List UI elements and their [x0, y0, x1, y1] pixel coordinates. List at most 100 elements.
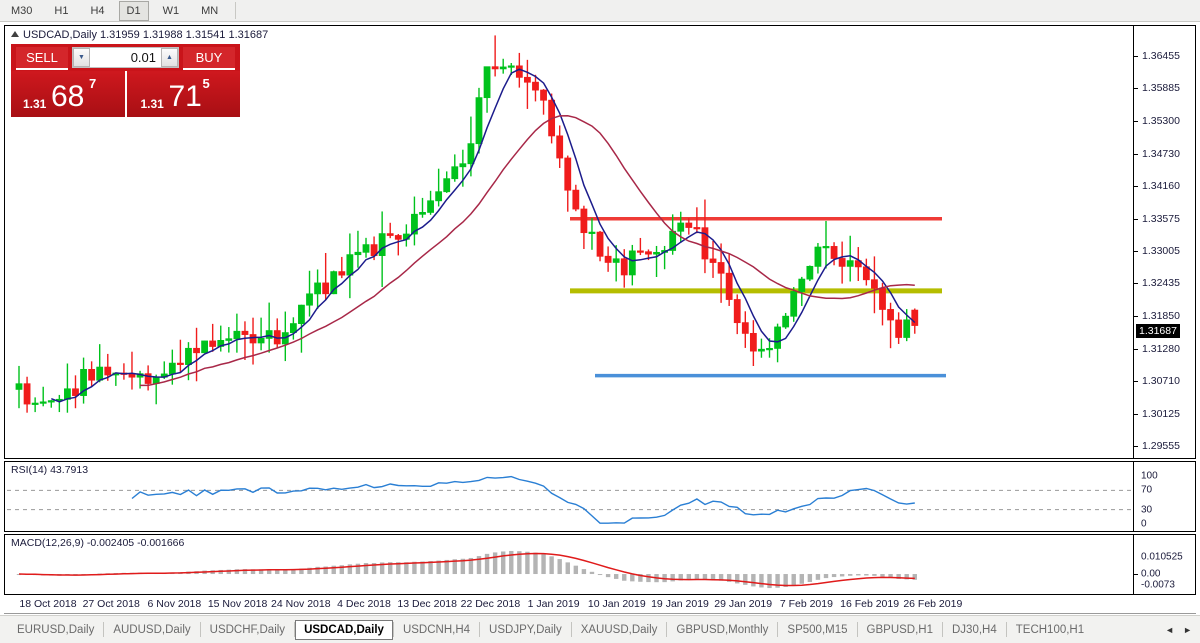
price-tick-label: 1.34160: [1142, 179, 1180, 192]
price-tick-label: 1.35885: [1142, 82, 1180, 95]
price-tick: [1134, 218, 1138, 220]
price-tick-label: 1.29555: [1142, 440, 1180, 452]
symbol-tab-usdcad-daily[interactable]: USDCAD,Daily: [295, 619, 393, 640]
price-tick: [1134, 153, 1138, 155]
volume-decrease-icon[interactable]: ▼: [73, 48, 90, 67]
price-axis[interactable]: 1.36455 1.35885 1.35300 1.34730 1.34160 1.335…: [1133, 26, 1195, 458]
price-tick: [1134, 446, 1138, 447]
sell-price-prefix: 1.31: [23, 97, 47, 111]
tab-divider: [294, 622, 296, 637]
volume-increase-icon[interactable]: ▲: [161, 48, 178, 67]
one-click-trading-panel[interactable]: SELL ▼ 0.01 ▲ BUY 1.31 68 7 1.31 71 5: [11, 44, 240, 117]
price-tick-label: 1.32435: [1142, 277, 1180, 290]
volume-input[interactable]: 0.01: [130, 50, 156, 65]
octp-header: SELL ▼ 0.01 ▲ BUY: [11, 44, 240, 71]
price-tick-label: 1.30125: [1142, 407, 1180, 420]
candlestick-plot[interactable]: [5, 26, 1133, 458]
date-tick-label: 19 Jan 2019: [651, 598, 709, 610]
timeframe-button-d1[interactable]: D1: [118, 0, 149, 21]
date-tick-label: 29 Jan 2019: [714, 598, 773, 610]
symbol-tab-sp500-m15[interactable]: SP500,M15: [787, 623, 848, 636]
rsi-title: RSI(14) 43.7913: [11, 464, 89, 476]
symbol-tab-usdcnh-h4[interactable]: USDCNH,H4: [402, 623, 471, 636]
symbol-tab-dj30-h4[interactable]: DJ30,H4: [952, 623, 997, 636]
sell-price-box[interactable]: 1.31 68 7: [11, 71, 125, 117]
tab-divider: [1005, 622, 1007, 637]
price-tick-label: 1.30710: [1142, 374, 1180, 387]
rsi-tick-label: 70: [1141, 484, 1153, 496]
price-chart-panel[interactable]: USDCAD,Daily 1.31959 1.31988 1.31541 1.3…: [4, 25, 1196, 459]
rsi-tick-label: 30: [1141, 504, 1153, 516]
date-tick-label: 1 Jan 2019: [527, 598, 580, 610]
current-price-tag: 1.31687: [1136, 324, 1180, 339]
sell-button[interactable]: SELL: [16, 47, 68, 70]
symbol-tab-usdchf-daily[interactable]: USDCHF,Daily: [209, 623, 286, 636]
timeframe-toolbar: M30 H1 H4 D1 W1 MN: [0, 0, 1200, 22]
timeframe-button-mn[interactable]: MN: [201, 4, 219, 17]
tab-scroll-controls[interactable]: ◄ ►: [1165, 625, 1200, 635]
price-tick: [1134, 348, 1138, 350]
date-tick-label: 6 Nov 2018: [147, 598, 202, 610]
buy-price-main: 71: [168, 80, 202, 113]
price-tick: [1134, 56, 1138, 57]
tab-divider: [479, 622, 481, 637]
tab-scroll-left-icon[interactable]: ◄: [1165, 624, 1175, 635]
tab-divider: [199, 622, 201, 637]
price-tick-label: 1.35300: [1142, 115, 1180, 128]
symbol-tab-gbpusd-monthly[interactable]: GBPUSD,Monthly: [676, 623, 769, 636]
date-tick-label: 7 Feb 2019: [779, 598, 833, 610]
symbol-tab-usdjpy-daily[interactable]: USDJPY,Daily: [489, 623, 562, 636]
symbol-tab-gbpusd-h1[interactable]: GBPUSD,H1: [866, 623, 933, 636]
tab-divider: [392, 622, 394, 637]
date-tick-label: 4 Dec 2018: [337, 598, 391, 610]
symbol-tab-eurusd-daily[interactable]: EURUSD,Daily: [17, 623, 95, 636]
price-tick-label: 1.33575: [1142, 212, 1180, 225]
buy-price-box[interactable]: 1.31 71 5: [126, 71, 240, 117]
buy-price-prefix: 1.31: [140, 97, 164, 111]
symbol-tab-tech100-h1[interactable]: TECH100,H1: [1015, 623, 1085, 636]
collapse-triangle-icon[interactable]: [11, 31, 19, 37]
macd-tick-label: -0.0073: [1141, 579, 1175, 591]
macd-plot: [16, 550, 917, 589]
sell-price-fraction: 7: [89, 76, 97, 91]
tab-divider: [942, 622, 943, 637]
timeframe-button-h4[interactable]: H4: [90, 4, 105, 17]
date-axis: 18 Oct 2018 27 Oct 2018 6 Nov 2018 15 Nov 2…: [4, 596, 1196, 614]
symbol-tab-audusd-daily[interactable]: AUDUSD,Daily: [113, 623, 191, 636]
price-tick: [1134, 413, 1138, 415]
tab-divider: [103, 622, 105, 637]
price-tick: [1134, 316, 1138, 318]
price-tick: [1134, 283, 1138, 285]
rsi-tick-label: 0: [1141, 518, 1147, 530]
tab-divider: [856, 622, 858, 637]
chart-title-text: USDCAD,Daily 1.31959 1.31988 1.31541 1.3…: [23, 29, 269, 41]
tab-divider: [570, 622, 572, 637]
rsi-axis: 100 70 30 0: [1133, 462, 1195, 531]
rsi-plot: [7, 475, 1131, 524]
macd-zero-tick: [1134, 574, 1138, 576]
rsi-indicator-panel[interactable]: RSI(14) 43.7913 100 70 30 0: [4, 461, 1196, 532]
timeframe-button-h1[interactable]: H1: [54, 4, 69, 17]
timeframe-button-w1[interactable]: W1: [162, 4, 180, 17]
date-tick-label: 16 Feb 2019: [840, 598, 900, 610]
price-tick-label: 1.33005: [1142, 245, 1180, 257]
buy-button[interactable]: BUY: [183, 47, 235, 70]
macd-tick-label: 0.010525: [1141, 551, 1183, 563]
price-tick: [1134, 185, 1138, 187]
timeframe-button-m30[interactable]: M30: [11, 4, 33, 17]
chart-title: USDCAD,Daily 1.31959 1.31988 1.31541 1.3…: [11, 29, 268, 41]
date-tick-label: 15 Nov 2018: [207, 598, 268, 610]
volume-stepper[interactable]: ▼ 0.01 ▲: [72, 47, 179, 68]
date-tick-label: 10 Jan 2019: [587, 598, 646, 610]
date-tick-label: 24 Nov 2018: [271, 598, 331, 610]
symbol-tab-xauusd-daily[interactable]: XAUUSD,Daily: [580, 623, 658, 636]
rsi-tick-label: 100: [1141, 470, 1158, 482]
toolbar-divider: [235, 2, 237, 19]
price-tick-label: 1.31280: [1142, 342, 1180, 355]
macd-indicator-panel[interactable]: MACD(12,26,9) -0.002405 -0.001666 0.0105…: [4, 534, 1196, 595]
tab-scroll-right-icon[interactable]: ►: [1183, 624, 1192, 635]
price-tick-label: 1.31850: [1142, 310, 1180, 323]
price-tick-label: 1.36455: [1142, 50, 1180, 62]
price-tick: [1134, 88, 1138, 90]
